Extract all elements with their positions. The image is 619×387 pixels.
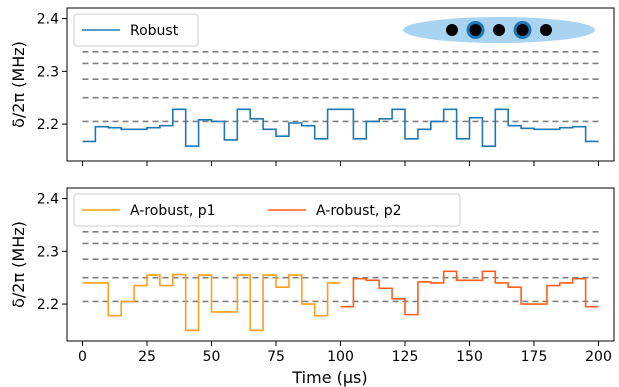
y-tick-label: 2.3	[37, 244, 59, 260]
top-y-axis-label: δ/2π (MHz)	[9, 41, 28, 128]
bottom-x-ticks: 0 25 50 75 100 125 150 175 200	[78, 341, 612, 365]
x-tick-label: 175	[521, 349, 548, 365]
x-tick-label: 100	[327, 349, 354, 365]
y-tick-label: 2.4	[37, 192, 59, 208]
x-tick-label: 50	[203, 349, 221, 365]
x-tick-label: 200	[585, 349, 612, 365]
bottom-y-ticks: 2.2 2.3 2.4	[37, 192, 67, 313]
ion-dot	[446, 24, 458, 36]
y-tick-label: 2.2	[37, 297, 59, 313]
series-line-a-robust-p1	[82, 273, 341, 332]
top-reference-lines	[82, 50, 599, 123]
top-legend: Robust	[73, 13, 199, 47]
series-line-robust	[82, 108, 599, 148]
bottom-reference-lines	[82, 230, 599, 303]
top-y-ticks: 2.2 2.3 2.4	[37, 12, 67, 133]
x-tick-label: 150	[456, 349, 483, 365]
ion-dot	[540, 24, 552, 36]
ion-dot	[493, 24, 505, 36]
bottom-legend-box	[73, 193, 461, 227]
x-tick-label: 25	[138, 349, 156, 365]
y-tick-label: 2.3	[37, 64, 59, 80]
top-x-ticks	[81, 161, 600, 166]
series-line-a-robust-p2	[340, 270, 599, 316]
bottom-panel: 2.2 2.3 2.4 0 25 50 75 100 125 150 175 200 δ/2π (M…	[9, 187, 615, 387]
y-tick-label: 2.4	[37, 12, 59, 28]
ion-dot	[516, 24, 529, 36]
top-legend-box	[73, 13, 199, 47]
x-tick-label: 0	[78, 349, 87, 365]
ion-chain-inset	[403, 17, 595, 43]
y-tick-label: 2.2	[37, 117, 59, 133]
bottom-series	[82, 270, 599, 332]
legend-label-a-robust-p1: A-robust, p1	[130, 203, 216, 219]
top-series	[82, 108, 599, 148]
bottom-legend: A-robust, p1 A-robust, p2	[73, 193, 461, 227]
legend-label-a-robust-p2: A-robust, p2	[316, 203, 402, 219]
x-tick-label: 75	[267, 349, 285, 365]
bottom-y-axis-label: δ/2π (MHz)	[9, 221, 28, 308]
ion-dots	[446, 21, 552, 39]
top-panel: 2.2 2.3 2.4 δ/2π (MHz) Robust	[9, 7, 615, 166]
x-axis-label: Time (μs)	[291, 368, 367, 387]
x-tick-label: 125	[392, 349, 419, 365]
ion-dot	[469, 24, 482, 36]
legend-label-robust: Robust	[130, 23, 179, 39]
